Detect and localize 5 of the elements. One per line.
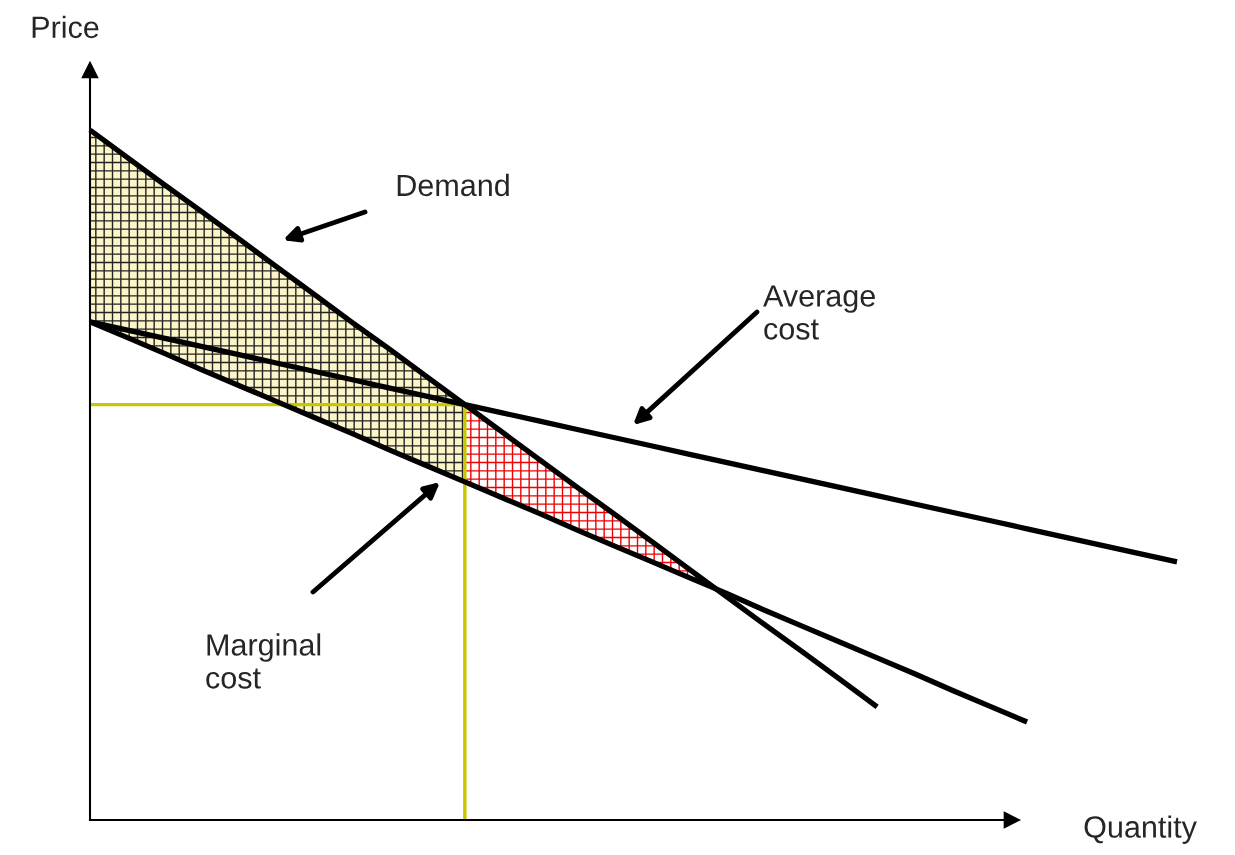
- x-axis-title: Quantity: [1084, 815, 1197, 844]
- annotation: Demand: [397, 173, 509, 197]
- y-axis-title: Price: [32, 15, 99, 39]
- annotation: Marginal cost: [206, 633, 321, 689]
- annotation: Average cost: [763, 285, 875, 340]
